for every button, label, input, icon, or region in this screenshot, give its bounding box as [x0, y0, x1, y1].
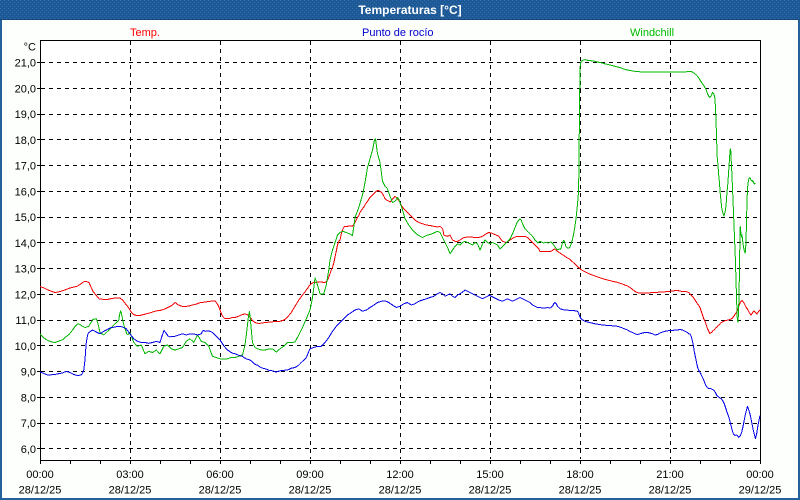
- svg-text:06:00: 06:00: [206, 469, 234, 481]
- svg-text:6,0: 6,0: [21, 444, 36, 456]
- svg-text:29/12/25: 29/12/25: [739, 485, 782, 497]
- svg-text:12:00: 12:00: [386, 469, 414, 481]
- svg-text:10,0: 10,0: [15, 341, 36, 353]
- svg-text:21,0: 21,0: [15, 58, 36, 70]
- svg-text:03:00: 03:00: [116, 469, 144, 481]
- svg-text:12,0: 12,0: [15, 289, 36, 301]
- svg-text:21:00: 21:00: [656, 469, 684, 481]
- svg-text:Windchill: Windchill: [630, 27, 674, 39]
- svg-text:°C: °C: [24, 42, 36, 54]
- svg-text:13,0: 13,0: [15, 264, 36, 276]
- svg-text:18:00: 18:00: [566, 469, 594, 481]
- svg-text:28/12/25: 28/12/25: [199, 485, 242, 497]
- svg-text:14,0: 14,0: [15, 238, 36, 250]
- svg-text:11,0: 11,0: [15, 315, 36, 327]
- svg-text:Temp.: Temp.: [130, 27, 160, 39]
- svg-text:7,0: 7,0: [21, 418, 36, 430]
- svg-text:28/12/25: 28/12/25: [289, 485, 332, 497]
- svg-text:15:00: 15:00: [476, 469, 504, 481]
- svg-text:20,0: 20,0: [15, 83, 36, 95]
- svg-text:09:00: 09:00: [296, 469, 324, 481]
- svg-text:16,0: 16,0: [15, 186, 36, 198]
- svg-text:28/12/25: 28/12/25: [559, 485, 602, 497]
- svg-text:15,0: 15,0: [15, 212, 36, 224]
- svg-text:28/12/25: 28/12/25: [379, 485, 422, 497]
- svg-text:Punto de rocío: Punto de rocío: [362, 27, 434, 39]
- svg-text:19,0: 19,0: [15, 109, 36, 121]
- svg-text:8,0: 8,0: [21, 392, 36, 404]
- svg-text:17,0: 17,0: [15, 161, 36, 173]
- svg-text:28/12/25: 28/12/25: [109, 485, 152, 497]
- svg-text:9,0: 9,0: [21, 367, 36, 379]
- svg-text:00:00: 00:00: [746, 469, 774, 481]
- svg-text:00:00: 00:00: [26, 469, 54, 481]
- svg-text:18,0: 18,0: [15, 135, 36, 147]
- svg-text:28/12/25: 28/12/25: [19, 485, 62, 497]
- svg-text:Temperaturas [°C]: Temperaturas [°C]: [358, 3, 461, 17]
- svg-text:28/12/25: 28/12/25: [469, 485, 512, 497]
- svg-text:28/12/25: 28/12/25: [649, 485, 692, 497]
